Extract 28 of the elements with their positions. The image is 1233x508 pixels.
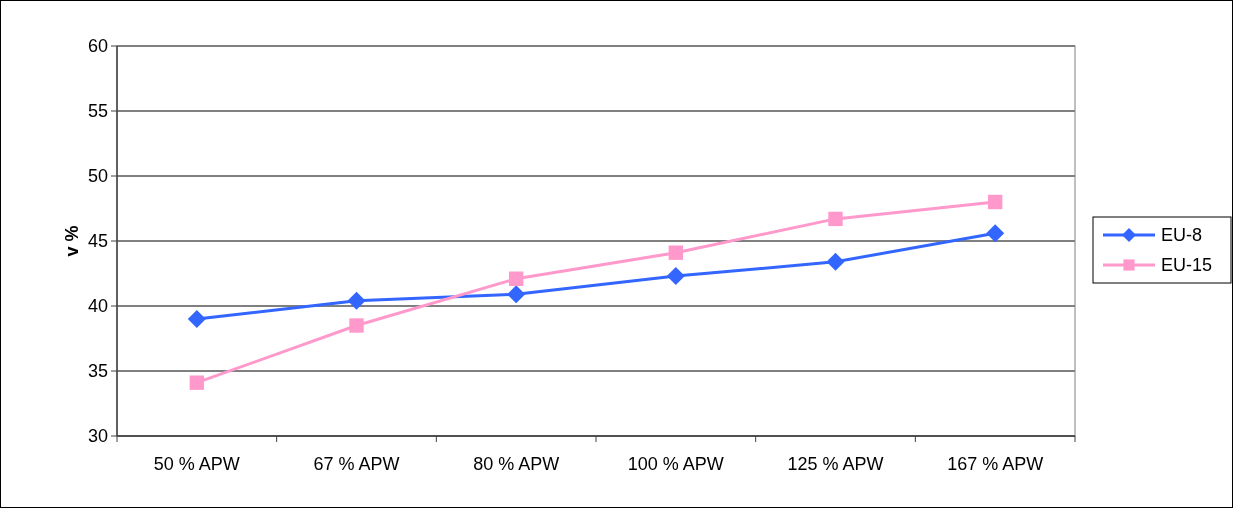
x-tick-label: 167 % APW [947, 454, 1044, 474]
y-tick-label: 60 [87, 36, 108, 57]
x-tick-label: 50 % APW [153, 454, 240, 474]
point [189, 375, 205, 390]
point [508, 271, 524, 286]
x-tick-label: 125 % APW [787, 454, 884, 474]
y-tick-label: 30 [87, 426, 108, 447]
y-tick-label: 45 [87, 231, 108, 252]
point [668, 245, 684, 260]
y-tick-label: 55 [87, 101, 108, 122]
point [987, 194, 1003, 210]
point [347, 291, 366, 310]
x-tick-label: 67 % APW [313, 454, 400, 474]
legend-label: EU-15 [1161, 255, 1213, 276]
point [826, 252, 845, 271]
legend-label: EU-8 [1161, 225, 1203, 246]
y-tick-label: 35 [87, 361, 108, 382]
point [828, 211, 843, 227]
x-tick-label: 80 % APW [473, 454, 560, 474]
y-tick-label: 40 [87, 296, 108, 317]
point [986, 224, 1005, 243]
y-axis-title: v % [62, 225, 82, 257]
point [666, 267, 685, 286]
x-tick-label: 100 % APW [627, 454, 724, 474]
point [349, 318, 364, 333]
point [187, 310, 206, 328]
y-tick-label: 50 [87, 166, 108, 187]
point [507, 285, 526, 304]
